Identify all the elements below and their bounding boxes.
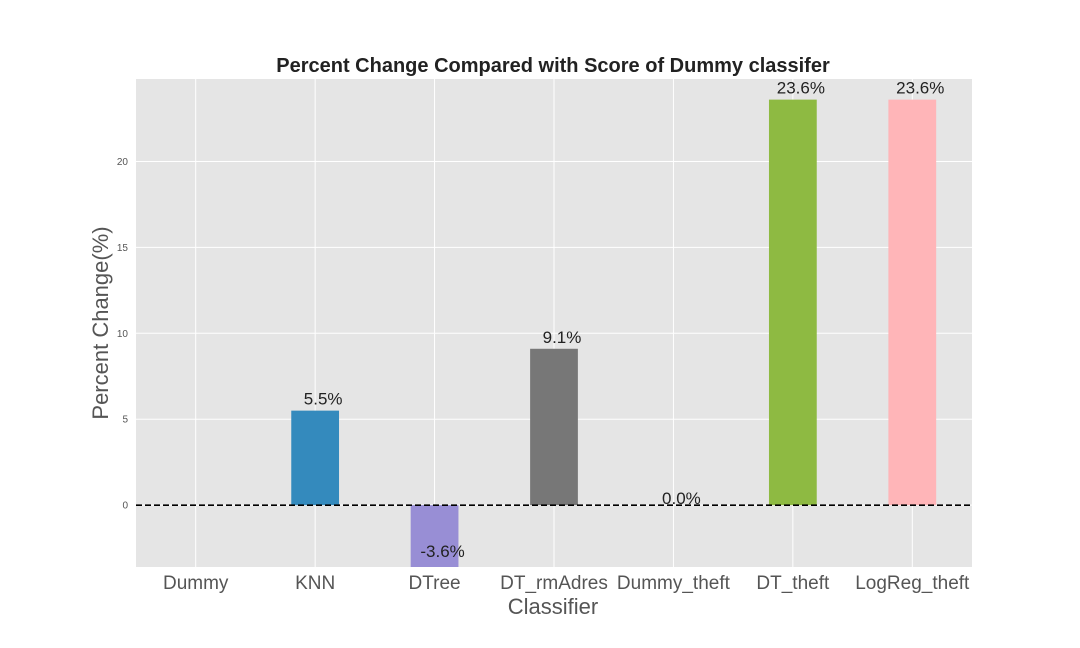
chart-title: Percent Change Compared with Score of Du… [276, 55, 830, 77]
y-tick-labels: 0 5 10 15 20 [117, 157, 129, 512]
y-tick-label: 0 [122, 501, 128, 512]
x-tick-label: DTree [409, 573, 461, 594]
x-tick-label: LogReg_theft [855, 573, 970, 594]
data-label: 9.1% [543, 328, 582, 347]
data-labels: 5.5% -3.6% 9.1% 0.0% 23.6% 23.6% [304, 79, 945, 561]
bar-knn [291, 410, 340, 506]
x-tick-label: Dummy [163, 573, 229, 594]
y-axis-label: Percent Change(%) [88, 226, 113, 419]
y-tick-label: 15 [117, 243, 129, 254]
data-label: 5.5% [304, 390, 343, 409]
data-label: 23.6% [777, 79, 825, 98]
data-label: 0.0% [662, 489, 701, 508]
bar-logreg-theft [888, 99, 937, 506]
y-tick-label: 10 [117, 329, 129, 340]
data-label: 23.6% [896, 79, 944, 98]
data-label: -3.6% [420, 542, 464, 561]
x-tick-label: DT_theft [756, 573, 830, 594]
bar-dt-rmadres [530, 348, 578, 506]
bar-dtree [410, 505, 459, 567]
x-tick-label: KNN [295, 573, 335, 594]
x-axis-label: Classifier [508, 594, 598, 619]
x-tick-label: Dummy_theft [617, 573, 731, 594]
bars [291, 99, 937, 567]
y-tick-label: 5 [122, 415, 128, 426]
x-tick-labels: Dummy KNN DTree DT_rmAdres Dummy_theft DT_the… [163, 573, 970, 594]
x-tick-label: DT_rmAdres [500, 573, 608, 594]
bar-dt-theft [768, 99, 817, 506]
y-tick-label: 20 [117, 157, 129, 168]
